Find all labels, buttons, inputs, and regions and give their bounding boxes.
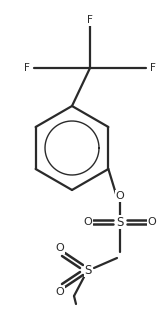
Text: F: F bbox=[24, 63, 30, 73]
Text: O: O bbox=[56, 287, 64, 297]
Text: O: O bbox=[116, 191, 124, 201]
Text: F: F bbox=[150, 63, 156, 73]
Text: F: F bbox=[87, 15, 93, 25]
Text: O: O bbox=[148, 217, 156, 227]
Text: S: S bbox=[116, 215, 124, 228]
Text: O: O bbox=[56, 243, 64, 253]
Text: O: O bbox=[84, 217, 92, 227]
Text: S: S bbox=[84, 264, 92, 277]
